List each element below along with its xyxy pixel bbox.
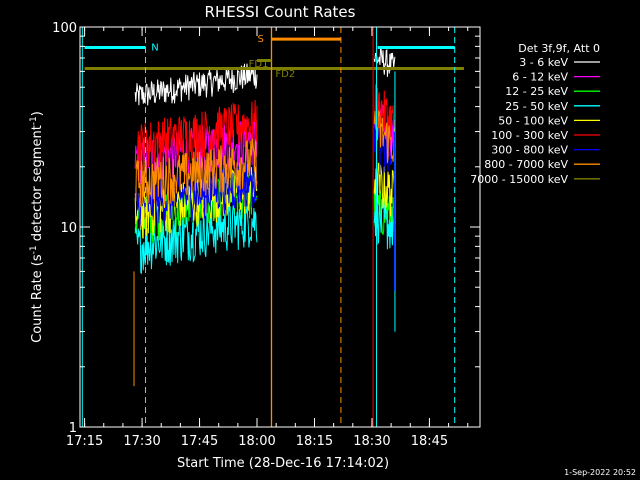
series-line-3-1 [373,196,396,250]
y-axis-label-main: Count Rate (s [30,254,45,343]
y-axis-label-end: ) [30,111,45,116]
x-tick-label: 17:15 [66,434,103,449]
fd1-label: FD1 [249,59,269,70]
legend-title: Det 3f,9f, Att 0 [518,42,600,55]
series-line-7-1 [373,110,396,163]
x-tick-label: 18:45 [411,434,448,449]
axis-ticks: 17:15 17:30 17:45 18:00 18:15 18:30 18:45 1 10 10… [52,21,480,449]
saa-label: S [258,34,264,45]
plot-area [84,47,464,387]
x-tick-label: 17:30 [123,434,160,449]
night-label: N [151,42,158,53]
series-line-7-0 [134,138,258,208]
y-axis-label-sup1: -1 [29,245,39,254]
legend-entry-label: 300 - 800 keV [491,144,568,157]
legend-entry-label: 50 - 100 keV [498,114,568,127]
x-tick-label: 18:15 [296,434,333,449]
series-line-3-0 [134,202,258,275]
series-line-5-1 [373,84,396,146]
annotation-layer: N S FD1 FD2 [81,27,456,427]
y-tick-label: 100 [52,21,77,36]
y-tick-label: 10 [60,221,77,236]
y-axis-label-mid: detector segment [30,125,45,245]
legend-entry-label: 25 - 50 keV [505,100,568,113]
chart-title: RHESSI Count Rates [205,3,356,21]
fd2-label: FD2 [275,69,295,80]
legend-entry-label: 3 - 6 keV [519,56,568,69]
series-line-4-1 [373,159,396,217]
y-axis-label-sup2: -1 [29,116,39,125]
legend-entry-label: 12 - 25 keV [505,85,568,98]
plot-timestamp: 1-Sep-2022 20:52 [564,468,636,477]
y-axis-label: Count Rate (s-1 detector segment-1) [29,111,45,343]
y-tick-label: 1 [69,421,77,436]
x-axis-label: Start Time (28-Dec-16 17:14:02) [177,456,389,471]
x-tick-label: 18:00 [238,434,275,449]
legend-entry-label: 800 - 7000 keV [484,158,568,171]
series-line-5-0 [134,99,258,171]
legend-entry-label: 7000 - 15000 keV [470,173,568,186]
x-tick-label: 18:30 [353,434,390,449]
legend-entry-label: 6 - 12 keV [512,71,568,84]
series-line-0-0 [134,63,258,106]
legend-entry-label: 100 - 300 keV [491,129,568,142]
x-tick-label: 17:45 [181,434,218,449]
